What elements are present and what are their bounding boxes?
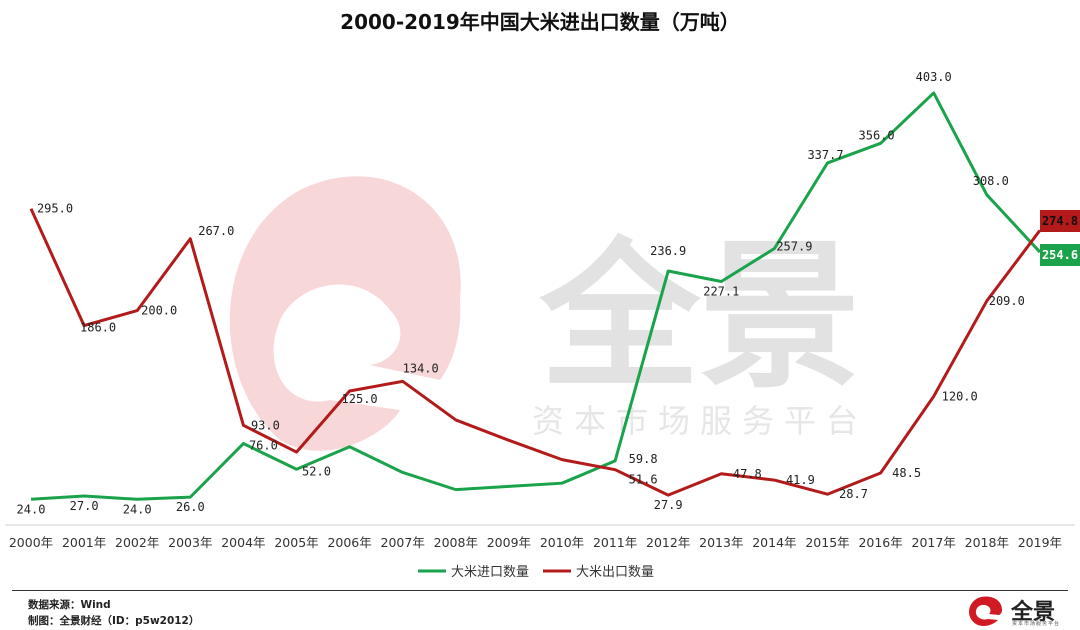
data-label-import: 356.0: [859, 128, 895, 142]
data-label-export: 93.0: [251, 418, 280, 432]
x-tick-label: 2014年: [752, 535, 796, 550]
data-label-export: 51.6: [629, 473, 658, 487]
brand-logo: [969, 596, 1002, 627]
data-label-import: 26.0: [176, 500, 205, 514]
data-label-export: 28.7: [839, 487, 868, 501]
data-label-export: 200.0: [141, 304, 177, 318]
data-source-text: 数据来源：Wind: [28, 599, 111, 611]
watermark-brand: 全景: [539, 223, 860, 410]
x-tick-label: 2015年: [805, 535, 849, 550]
logo-tagline: 资本市场服务平台: [1012, 621, 1061, 627]
x-tick-label: 2007年: [381, 535, 425, 550]
watermark-tagline: 资本市场服务平台: [532, 402, 868, 440]
end-label-box-import: [1040, 244, 1080, 266]
watermark: 全景 资本市场服务平台: [229, 176, 868, 451]
data-label-import: 59.8: [629, 452, 658, 466]
x-tick-label: 2006年: [327, 535, 371, 550]
legend-label-import: 大米进口数量: [451, 565, 529, 580]
x-tick-label: 2002年: [115, 535, 159, 550]
x-tick-label: 2019年: [1018, 535, 1062, 550]
data-label-export: 186.0: [80, 321, 116, 335]
data-labels: 24.0 27.0 24.0 26.0 76.0 52.0 59.8 236.9 227.1 25…: [17, 70, 1080, 516]
x-tick-label: 2010年: [540, 535, 584, 550]
series-layer: [29, 91, 1042, 501]
data-label-export: 120.0: [942, 389, 978, 403]
data-label-export: 134.0: [403, 361, 439, 375]
x-tick-label: 2011年: [593, 535, 637, 550]
x-tick-label: 2003年: [168, 535, 212, 550]
data-label-import: 52.0: [302, 464, 331, 478]
legend: 大米进口数量 大米出口数量: [418, 565, 654, 580]
data-label-export: 295.0: [37, 202, 73, 216]
data-label-import: 337.7: [807, 148, 843, 162]
data-label-import: 257.9: [776, 240, 812, 254]
footer-divider: [12, 590, 1068, 591]
data-label-export: 267.0: [198, 224, 234, 238]
logo-brand: 全景: [1011, 600, 1056, 625]
data-label-import: 403.0: [916, 70, 952, 84]
data-label-import: 227.1: [703, 285, 739, 299]
legend-label-export: 大米出口数量: [576, 565, 654, 580]
x-tick-label: 2018年: [965, 535, 1009, 550]
end-label-import: 254.6: [1042, 248, 1078, 262]
data-label-import: 308.0: [973, 174, 1009, 188]
legend-item-import[interactable]: 大米进口数量: [418, 565, 529, 580]
data-label-import: 24.0: [17, 502, 46, 516]
series-line-import: [30, 91, 1041, 501]
data-label-export: 48.5: [892, 466, 921, 480]
data-label-export: 209.0: [989, 294, 1025, 308]
watermark-swirl-icon: [229, 176, 461, 451]
logo-swirl-icon: [969, 596, 1002, 627]
x-tick-label: 2008年: [434, 535, 478, 550]
data-label-import: 27.0: [70, 499, 99, 513]
data-label-import: 24.0: [123, 502, 152, 516]
data-label-export: 47.8: [733, 467, 762, 481]
x-tick-label: 2004年: [221, 535, 265, 550]
data-label-export: 41.9: [786, 473, 815, 487]
x-tick-label: 2009年: [487, 535, 531, 550]
x-tick-label: 2013年: [699, 535, 743, 550]
x-axis-tick-labels: 2000年 2001年 2002年 2003年 2004年 2005年 2006年 2007年…: [9, 535, 1062, 550]
data-label-export: 125.0: [342, 392, 378, 406]
end-label-export: 274.8: [1042, 214, 1078, 228]
data-label-export: 27.9: [654, 498, 683, 512]
data-label-import: 76.0: [249, 439, 278, 453]
series-line-export: [29, 208, 1042, 497]
line-chart: 全景 资本市场服务平台 2000年 2001年 2002年 2003年 2004年 200…: [5, 70, 1080, 580]
legend-item-export[interactable]: 大米出口数量: [543, 565, 654, 580]
x-tick-label: 2016年: [858, 535, 902, 550]
data-label-import: 236.9: [650, 244, 686, 258]
credit-text: 制图：全景财经（ID：p5w2012）: [28, 615, 200, 627]
x-tick-label: 2017年: [912, 535, 956, 550]
x-tick-label: 2005年: [274, 535, 318, 550]
x-tick-label: 2000年: [9, 535, 53, 550]
chart-title: 2000-2019年中国大米进出口数量（万吨）: [340, 10, 740, 34]
x-tick-label: 2012年: [646, 535, 690, 550]
x-tick-label: 2001年: [62, 535, 106, 550]
end-label-box-export: [1040, 210, 1080, 232]
